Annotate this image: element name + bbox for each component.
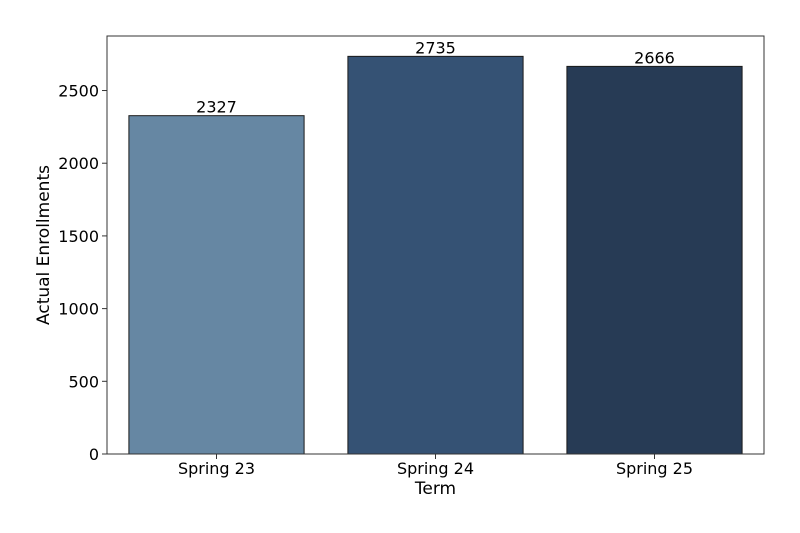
bars-group xyxy=(128,55,743,455)
bar-spring-24 xyxy=(347,55,524,455)
bar-spring-23 xyxy=(128,115,305,455)
y-axis-title: Actual Enrollments xyxy=(34,165,54,325)
data-labels-group: 2327 2735 2666 xyxy=(196,38,675,116)
data-label: 2735 xyxy=(415,38,456,57)
bar-spring-25 xyxy=(566,65,743,455)
y-axis: 0 500 1000 1500 2000 2500 xyxy=(58,82,107,464)
y-tick-label: 2500 xyxy=(58,82,99,101)
y-tick-label: 500 xyxy=(68,372,99,391)
data-label: 2327 xyxy=(196,98,237,117)
x-axis-title: Term xyxy=(414,479,456,499)
y-tick-label: 0 xyxy=(89,445,99,464)
y-tick-label: 1000 xyxy=(58,300,99,319)
x-tick-label: Spring 23 xyxy=(178,459,255,478)
x-tick-label: Spring 25 xyxy=(616,459,693,478)
data-label: 2666 xyxy=(634,48,675,67)
y-tick-label: 2000 xyxy=(58,154,99,173)
x-axis: Spring 23 Spring 24 Spring 25 xyxy=(178,454,693,478)
y-tick-label: 1500 xyxy=(58,227,99,246)
x-tick-label: Spring 24 xyxy=(397,459,474,478)
